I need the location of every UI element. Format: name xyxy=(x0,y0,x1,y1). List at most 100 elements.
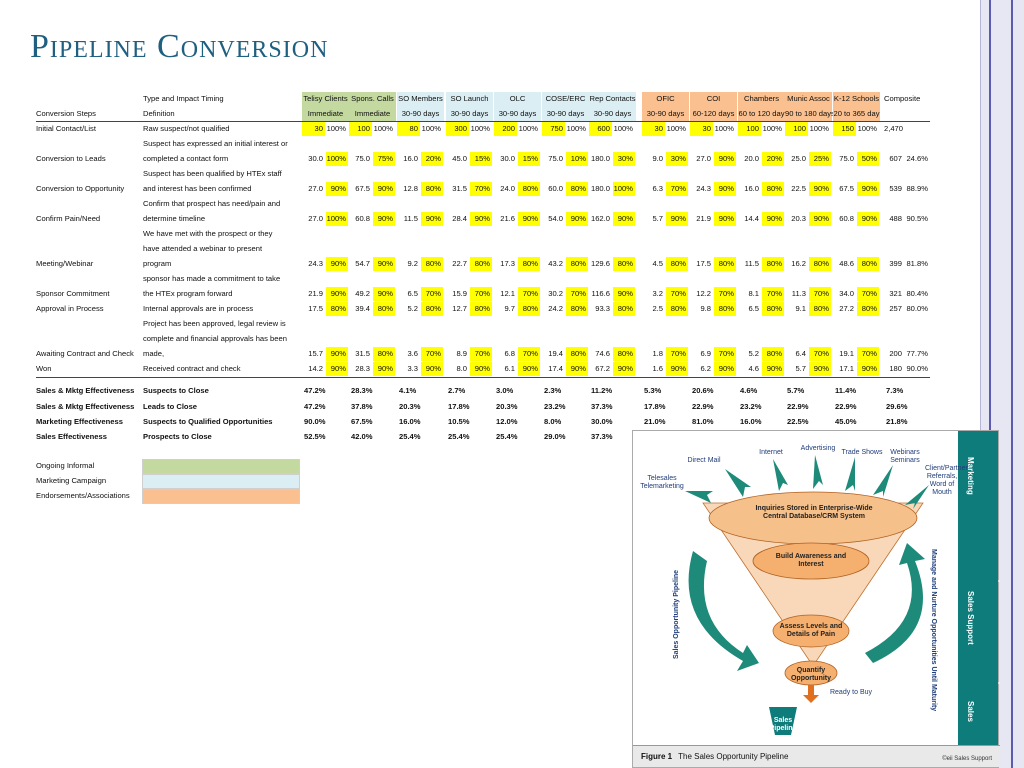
rate-cell: 80% xyxy=(470,257,492,271)
effectiveness-value: 52.5% xyxy=(304,432,326,441)
rate-cell: 90% xyxy=(566,362,588,376)
count-cell: 67.5 xyxy=(355,184,370,193)
count-cell: 45.0 xyxy=(452,154,467,163)
rate-cell: 100% xyxy=(373,124,393,133)
count-cell: 100 xyxy=(738,122,761,136)
count-cell: 6.9 xyxy=(700,349,711,358)
composite-rate: 80.0% xyxy=(906,304,928,313)
rate-cell: 100% xyxy=(470,124,490,133)
rate-cell: 100% xyxy=(518,124,538,133)
group-name: Munic Assoc xyxy=(787,94,830,103)
rate-cell: 80% xyxy=(762,302,784,316)
effectiveness-composite: 7.3% xyxy=(886,386,904,395)
count-cell: 9.8 xyxy=(700,304,711,313)
effectiveness-value: 29.0% xyxy=(544,432,566,441)
rate-cell: 80% xyxy=(326,302,348,316)
rate-cell: 90% xyxy=(326,182,348,196)
side-label-marketing: Marketing xyxy=(966,457,975,495)
effectiveness-value: 67.5% xyxy=(351,417,373,426)
ready-to-buy-label: Ready to Buy xyxy=(829,689,873,696)
rate-cell: 100% xyxy=(762,124,782,133)
count-cell: 600 xyxy=(589,122,612,136)
count-cell: 17.5 xyxy=(696,259,711,268)
effectiveness-value: 3.0% xyxy=(496,386,514,395)
count-cell: 67.5 xyxy=(839,184,854,193)
effectiveness-value: 25.4% xyxy=(448,432,470,441)
rate-cell: 20% xyxy=(421,152,443,166)
rate-cell: 90% xyxy=(613,287,635,301)
rate-cell: 90% xyxy=(470,212,492,226)
legend-label: Marketing Campaign xyxy=(36,476,107,485)
rate-cell: 80% xyxy=(470,302,492,316)
effectiveness-value: 12.0% xyxy=(496,417,518,426)
rate-cell: 70% xyxy=(762,287,784,301)
effectiveness-label: Marketing Effectiveness xyxy=(36,417,123,426)
count-cell: 60.8 xyxy=(839,214,854,223)
effectiveness-value: 10.5% xyxy=(448,417,470,426)
pipeline-diagram xyxy=(685,455,1000,735)
composite-rate: 90.0% xyxy=(906,364,928,373)
stage-ellipse-3 xyxy=(772,614,850,648)
count-cell: 750 xyxy=(542,122,565,136)
effectiveness-value: 25.4% xyxy=(399,432,421,441)
rate-cell: 100% xyxy=(326,212,348,226)
source-internet: Internet xyxy=(759,449,783,456)
rate-cell: 80% xyxy=(857,257,879,271)
rate-cell: 70% xyxy=(809,287,831,301)
effectiveness-definition: Prospects to Close xyxy=(143,432,212,441)
stage-inquiries: Inquiries Stored in Enterprise-Wide Cent… xyxy=(755,505,873,520)
right-nurture-label: Manage and Nurture Opportunities Until M… xyxy=(930,549,937,712)
effectiveness-value: 47.2% xyxy=(304,402,326,411)
rate-cell: 100% xyxy=(809,124,829,133)
effectiveness-value: 47.2% xyxy=(304,386,326,395)
composite-rate: 24.6% xyxy=(906,154,928,163)
composite-rate: 77.7% xyxy=(906,349,928,358)
count-cell: 21.9 xyxy=(308,289,323,298)
figure-credit: ©eii Sales Support xyxy=(942,756,992,762)
count-cell: 24.0 xyxy=(500,184,515,193)
count-cell: 14.2 xyxy=(308,364,323,373)
step-definition: sponsor has made a commitment to take xyxy=(143,274,281,283)
rate-cell: 90% xyxy=(518,212,540,226)
composite-count: 539 xyxy=(889,184,902,193)
rate-cell: 100% xyxy=(326,124,346,133)
count-cell: 6.3 xyxy=(652,184,663,193)
group-header-bg xyxy=(690,92,737,121)
conversion-step: Confirm Pain/Need xyxy=(36,214,101,223)
step-definition: Received contract and check xyxy=(143,364,241,373)
rate-cell: 90% xyxy=(326,362,348,376)
group-timing: Immediate xyxy=(307,109,344,118)
group-name: K-12 Schools xyxy=(833,94,880,103)
count-cell: 6.5 xyxy=(407,289,418,298)
group-name: SO Members xyxy=(398,94,443,103)
effectiveness-value: 23.2% xyxy=(740,402,762,411)
rate-cell: 70% xyxy=(421,347,443,361)
count-cell: 8.0 xyxy=(456,364,467,373)
rate-cell: 80% xyxy=(666,302,688,316)
source-telesales: Telesales Telemarketing xyxy=(640,475,684,490)
effectiveness-value: 17.8% xyxy=(448,402,470,411)
effectiveness-value: 37.8% xyxy=(351,402,373,411)
legend-swatch xyxy=(142,459,300,474)
rate-cell: 20% xyxy=(762,152,784,166)
rate-cell: 90% xyxy=(714,362,736,376)
count-cell: 31.5 xyxy=(355,349,370,358)
legend-label: Ongoing Informal xyxy=(36,461,95,470)
rate-cell: 90% xyxy=(666,212,688,226)
rate-cell: 90% xyxy=(326,287,348,301)
group-name: Chambers xyxy=(743,94,780,103)
rate-cell: 80% xyxy=(566,347,588,361)
count-cell: 30 xyxy=(642,122,665,136)
step-definition: complete and financial approvals has bee… xyxy=(143,334,287,343)
rate-cell: 90% xyxy=(809,212,831,226)
type-header: Type and Impact Timing xyxy=(143,94,224,103)
rate-cell: 90% xyxy=(809,362,831,376)
count-cell: 3.6 xyxy=(407,349,418,358)
effectiveness-definition: Suspects to Close xyxy=(143,386,209,395)
effectiveness-value: 2.3% xyxy=(544,386,562,395)
composite-count: 2,470 xyxy=(884,124,904,133)
rate-cell: 10% xyxy=(566,152,588,166)
rate-cell: 80% xyxy=(762,182,784,196)
effectiveness-composite: 29.6% xyxy=(886,402,908,411)
rate-cell: 90% xyxy=(470,362,492,376)
